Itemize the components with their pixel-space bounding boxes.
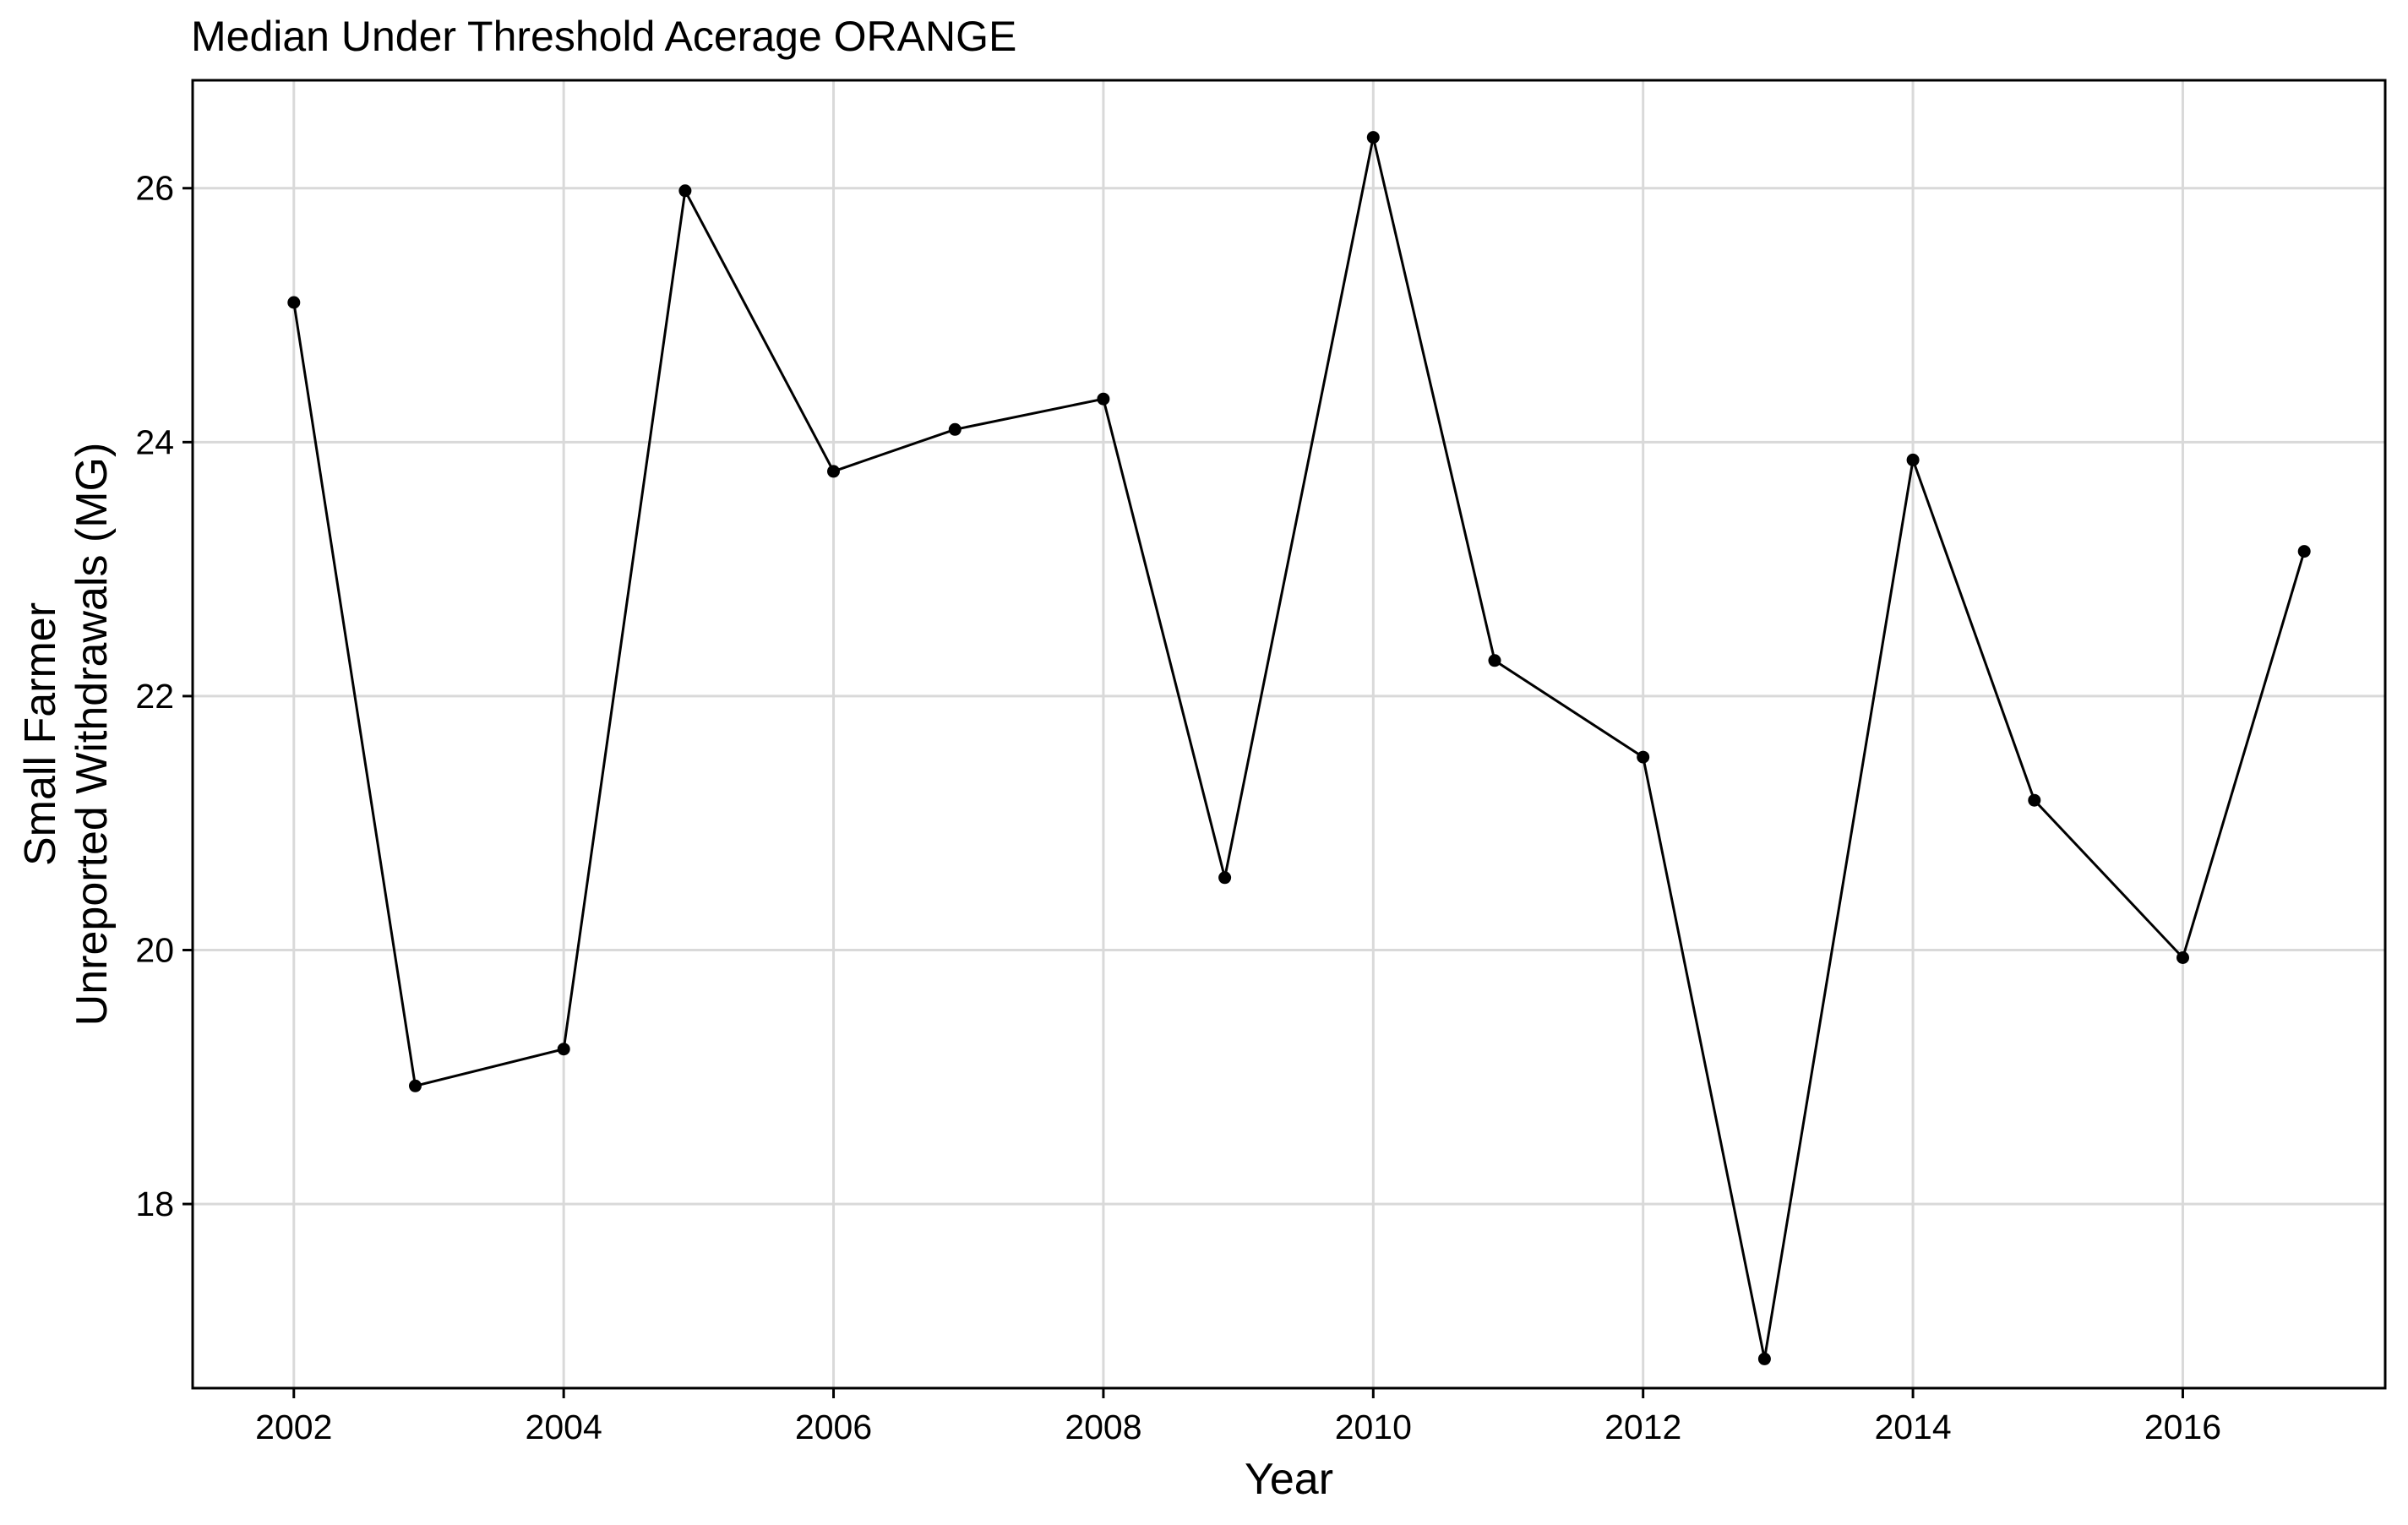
data-point bbox=[1637, 750, 1650, 764]
series-layer bbox=[287, 131, 2311, 1365]
x-tick-label: 2008 bbox=[1065, 1408, 1141, 1446]
data-point bbox=[2297, 545, 2311, 558]
y-tick-label: 24 bbox=[135, 422, 174, 461]
data-point bbox=[557, 1043, 570, 1056]
data-point bbox=[2028, 793, 2041, 807]
data-point bbox=[1488, 654, 1501, 667]
data-point bbox=[409, 1079, 422, 1092]
series-line bbox=[292, 136, 2306, 1360]
plot-panel-border bbox=[191, 79, 2387, 1390]
chart-title: Median Under Threshold Acerage ORANGE bbox=[191, 13, 1016, 60]
data-point bbox=[1218, 871, 1232, 885]
y-tick-label: 18 bbox=[135, 1185, 174, 1223]
axis-layer: 2002 2004 2006 2008 2010 2012 2014 2016 18 20 22 24… bbox=[135, 169, 2221, 1446]
data-point bbox=[1906, 453, 1920, 466]
x-tick-label: 2014 bbox=[1874, 1408, 1951, 1446]
x-axis-title: Year bbox=[1245, 1455, 1333, 1504]
data-point bbox=[1366, 131, 1380, 144]
y-tick-label: 26 bbox=[135, 169, 174, 208]
x-tick-label: 2010 bbox=[1335, 1408, 1412, 1446]
data-point bbox=[2176, 951, 2189, 964]
data-point bbox=[948, 422, 962, 436]
x-tick-label: 2012 bbox=[1604, 1408, 1681, 1446]
y-axis-title-line-2: Unreported Withdrawals (MG) bbox=[68, 443, 117, 1027]
data-point bbox=[1757, 1352, 1771, 1365]
y-axis-title-line-1: Small Farmer bbox=[16, 602, 65, 866]
data-point bbox=[678, 184, 692, 198]
y-tick-label: 20 bbox=[135, 930, 174, 969]
data-point bbox=[1097, 392, 1110, 406]
x-tick-label: 2002 bbox=[255, 1408, 332, 1446]
grid-layer bbox=[193, 80, 2385, 1388]
data-point bbox=[287, 296, 301, 309]
data-point bbox=[827, 465, 840, 478]
x-tick-label: 2006 bbox=[795, 1408, 872, 1446]
x-tick-label: 2004 bbox=[526, 1408, 602, 1446]
y-axis-title: Small Farmer Unreported Withdrawals (MG) bbox=[16, 443, 117, 1027]
x-tick-label: 2016 bbox=[2144, 1408, 2221, 1446]
y-tick-label: 22 bbox=[135, 677, 174, 716]
